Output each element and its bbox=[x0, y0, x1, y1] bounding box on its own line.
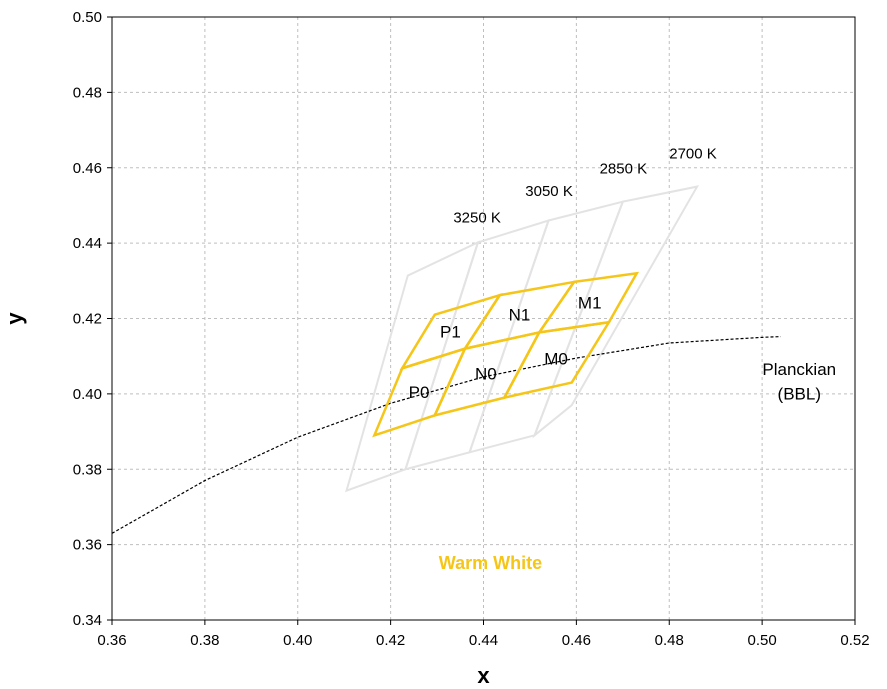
cct-label-2850k: 2850 K bbox=[600, 160, 648, 177]
ansi-quadrangle-3250k bbox=[345, 240, 480, 493]
x-tick-label: 0.46 bbox=[562, 632, 591, 649]
y-tick-label: 0.38 bbox=[73, 461, 102, 478]
cct-label-2700k: 2700 K bbox=[669, 145, 717, 162]
planckian-label: Planckian bbox=[762, 360, 836, 379]
bin-label-p1: P1 bbox=[440, 323, 461, 342]
bin-label-n0: N0 bbox=[475, 365, 497, 384]
x-tick-label: 0.38 bbox=[190, 632, 219, 649]
bin-label-m1: M1 bbox=[578, 293, 602, 312]
x-tick-label: 0.36 bbox=[97, 632, 126, 649]
annotations: 3250 K 3050 K 2850 K 2700 K Planckian (B… bbox=[439, 145, 836, 573]
x-tick-label: 0.40 bbox=[283, 632, 312, 649]
planckian-label-bbl: (BBL) bbox=[778, 385, 821, 404]
bin-label-n1: N1 bbox=[509, 306, 531, 325]
bin-quadrangle-m1 bbox=[536, 271, 640, 335]
y-tick-label: 0.40 bbox=[73, 386, 102, 403]
ansi-quadrangle-2850k bbox=[468, 200, 625, 454]
ansi-quadrangles bbox=[345, 185, 700, 493]
bin-quadrangles: P0 N0 M0 P1 N1 M1 bbox=[372, 271, 640, 438]
x-tick-label: 0.44 bbox=[469, 632, 498, 649]
bin-label-p0: P0 bbox=[409, 383, 430, 402]
y-tick-label: 0.42 bbox=[73, 311, 102, 328]
x-tick-label: 0.52 bbox=[840, 632, 869, 649]
y-tick-label: 0.46 bbox=[73, 160, 102, 177]
region-label-warm-white: Warm White bbox=[439, 553, 542, 573]
planckian-locus bbox=[111, 335, 781, 534]
y-tick-label: 0.36 bbox=[73, 537, 102, 554]
x-tick-label: 0.50 bbox=[748, 632, 777, 649]
y-axis-title: y bbox=[2, 312, 27, 325]
cct-label-3050k: 3050 K bbox=[525, 183, 573, 200]
y-tick-label: 0.50 bbox=[73, 9, 102, 26]
y-tick-label: 0.34 bbox=[73, 612, 102, 629]
cct-label-3250k: 3250 K bbox=[453, 209, 501, 226]
y-tick-label: 0.44 bbox=[73, 235, 102, 252]
tick-labels: 0.36 0.38 0.40 0.42 0.44 0.46 0.48 0.50 0.52 0.34… bbox=[73, 9, 870, 649]
bin-label-m0: M0 bbox=[544, 350, 568, 369]
x-axis-title: x bbox=[477, 663, 490, 688]
x-tick-label: 0.42 bbox=[376, 632, 405, 649]
x-tick-label: 0.48 bbox=[655, 632, 684, 649]
y-tick-label: 0.48 bbox=[73, 84, 102, 101]
